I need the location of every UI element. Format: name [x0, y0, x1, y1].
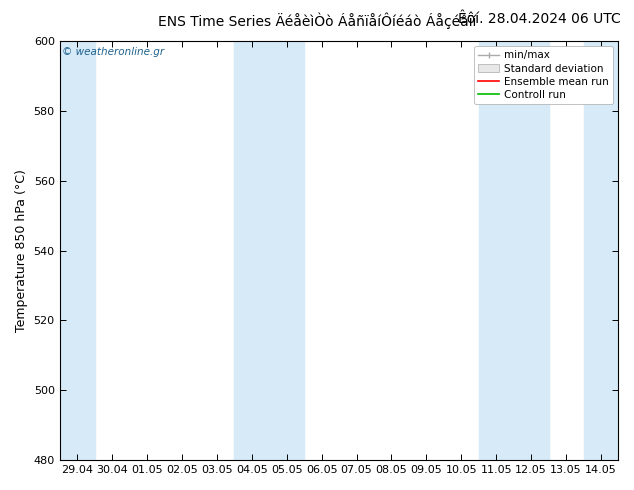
Bar	[235, 41, 304, 460]
Y-axis label: Temperature 850 hPa (°C): Temperature 850 hPa (°C)	[15, 169, 28, 332]
Text: © weatheronline.gr: © weatheronline.gr	[63, 48, 165, 57]
Bar	[583, 41, 619, 460]
Text: ENS Time Series ÄéåèìÒò ÁåñïåíÔíéáò Áåçéâïí: ENS Time Series ÄéåèìÒò ÁåñïåíÔíéáò Áåçé…	[158, 12, 476, 29]
Text: Êôí. 28.04.2024 06 UTC: Êôí. 28.04.2024 06 UTC	[458, 12, 620, 26]
Bar	[479, 41, 548, 460]
Legend: min/max, Standard deviation, Ensemble mean run, Controll run: min/max, Standard deviation, Ensemble me…	[474, 46, 613, 104]
Bar	[60, 41, 94, 460]
